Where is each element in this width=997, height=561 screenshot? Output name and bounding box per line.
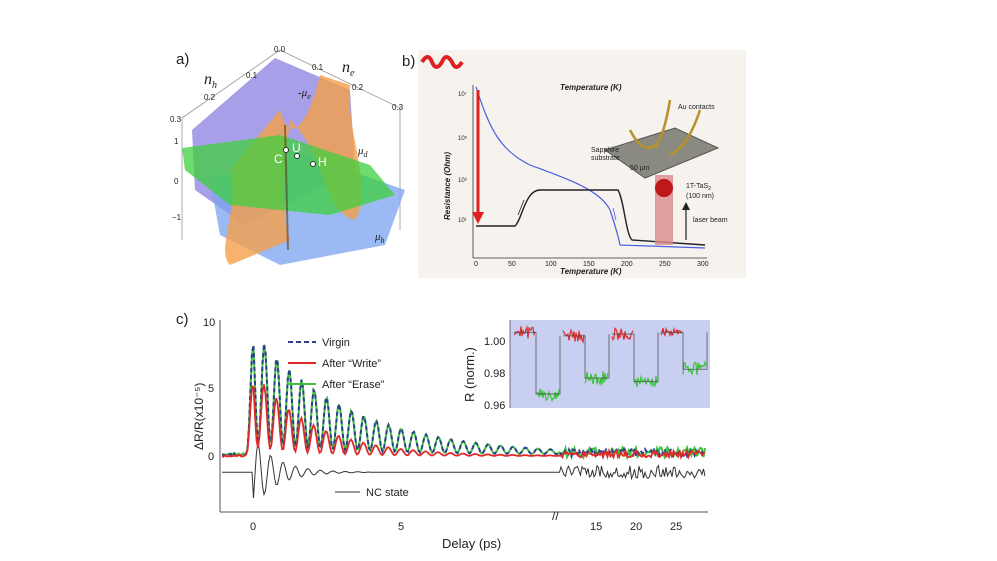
svg-text:0: 0 [174,177,179,186]
svg-text:0: 0 [474,261,478,268]
svg-text:0.96: 0.96 [484,400,505,412]
axis-nh: nh [204,71,217,91]
legend-virgin: Virgin [322,337,350,349]
svg-text:1.00: 1.00 [484,336,505,348]
legend-erase: After “Erase” [322,379,385,391]
panel-c: c) 10 5 0 0 5 15 20 25 Delay (ps) ΔR/R(x10⁻⁵)… [170,290,720,555]
b-ylabel: Resistance (Ohm) [443,152,452,220]
svg-text:0: 0 [250,521,256,533]
label-mu-d: μd [357,145,369,159]
svg-text:0.3: 0.3 [170,115,182,124]
laser-spot [655,179,673,197]
svg-text:1: 1 [174,137,179,146]
svg-text:Au contacts: Au contacts [678,104,715,111]
c-x-ticks: 0 5 15 20 25 [250,521,682,533]
b-title-top: Temperature (K) [560,83,622,92]
c-xlabel: Delay (ps) [442,536,501,551]
svg-text:Sapphire: Sapphire [591,147,619,154]
c-ylabel: ΔR/R(x10⁻⁵) [192,383,206,450]
svg-text:0.1: 0.1 [312,63,324,72]
inset-ylabel: R (norm.) [462,347,477,402]
svg-text:laser beam: laser beam [693,217,728,224]
legend-write: After “Write” [322,358,381,370]
svg-text:10³: 10³ [458,178,467,184]
panel-a-label: a) [176,51,189,68]
svg-text:25: 25 [670,521,682,533]
svg-text:20: 20 [630,521,642,533]
svg-text:−1: −1 [172,213,182,222]
svg-text:250: 250 [659,261,671,268]
legend: Virgin After “Write” After “Erase” NC st… [288,337,409,499]
svg-text://: // [552,509,559,523]
svg-text:50 μm: 50 μm [630,165,650,172]
panel-a: a) C U H nh ne 0.0 0.1 0.2 0.3 0.1 0.2 0… [170,40,415,280]
inset-resistance: 1.00 0.98 0.96 R (norm.) [462,320,710,412]
svg-text:10: 10 [203,317,215,329]
svg-text:200: 200 [621,261,633,268]
b-xlabel: Temperature (K) [560,267,622,276]
svg-text:100: 100 [545,261,557,268]
svg-text:5: 5 [208,383,214,395]
svg-text:300: 300 [697,261,709,268]
svg-text:0.98: 0.98 [484,368,505,380]
panel-c-label: c) [176,311,189,328]
point-u: U [292,141,301,155]
svg-text:15: 15 [590,521,602,533]
svg-text:10¹: 10¹ [458,218,467,224]
point-c: C [274,152,283,166]
svg-text:0: 0 [208,451,214,463]
legend-nc-state: NC state [366,487,409,499]
svg-text:substrate: substrate [591,155,620,162]
svg-text:0.1: 0.1 [246,71,258,80]
svg-text:10⁷: 10⁷ [458,91,467,98]
svg-text:5: 5 [398,521,404,533]
svg-text:0.2: 0.2 [352,83,364,92]
svg-text:0.0: 0.0 [274,45,286,54]
svg-text:50: 50 [508,261,516,268]
svg-text:10⁵: 10⁵ [458,135,468,142]
point-h: H [318,155,327,169]
axis-ne: ne [342,59,355,79]
panel-b: b) 0 50 100 150 200 250 300 10⁷10⁵10³10¹ Temp… [400,40,750,280]
panel-b-label: b) [402,53,415,70]
svg-text:0.2: 0.2 [204,93,216,102]
svg-text:(100 nm): (100 nm) [686,193,714,200]
